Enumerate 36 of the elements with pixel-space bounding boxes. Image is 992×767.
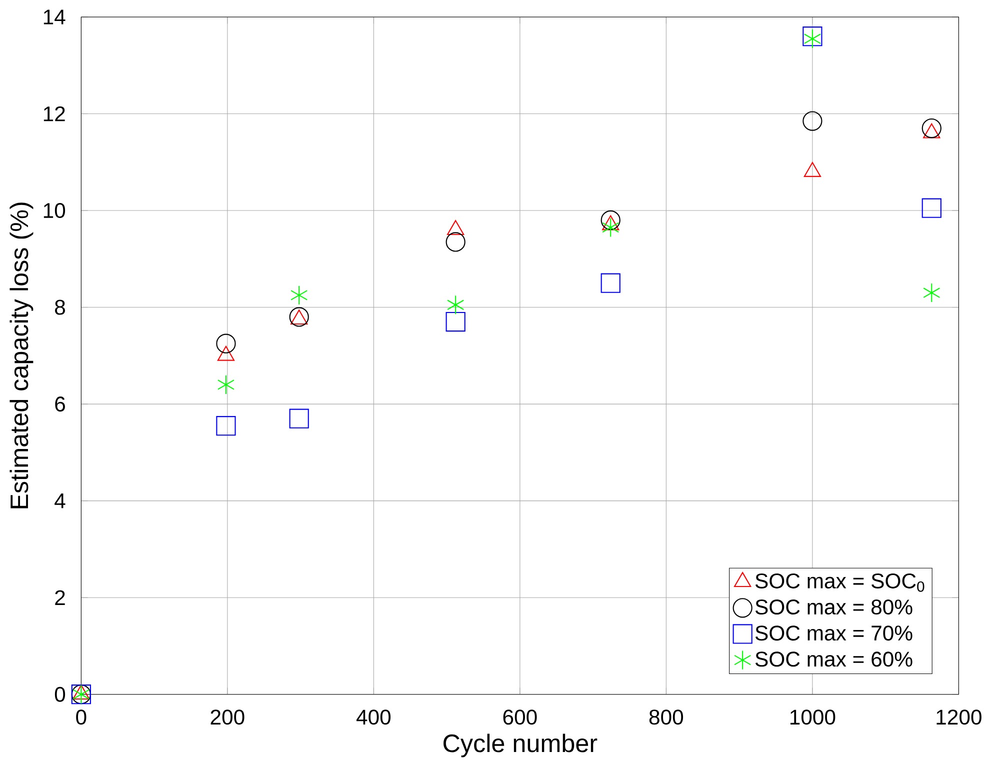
- point: [290, 285, 308, 306]
- y-tick-label: 4: [54, 494, 66, 508]
- y-tick-label: 6: [55, 396, 65, 412]
- point: [602, 218, 620, 238]
- legend-label: SOC max = 70%: [755, 626, 912, 641]
- point: [446, 312, 466, 332]
- legend-label: SOC max = 80%: [755, 600, 912, 615]
- point: [216, 416, 236, 436]
- point: [447, 295, 464, 315]
- x-tick-label: 200: [210, 710, 244, 725]
- point: [216, 334, 236, 354]
- x-tick-label: 1000: [790, 710, 836, 725]
- y-tick-label: 2: [55, 590, 65, 606]
- x-tick-label: 600: [503, 710, 537, 725]
- point: [446, 232, 466, 252]
- x-tick-label: 800: [649, 710, 684, 725]
- y-tick-label: 10: [44, 203, 66, 218]
- point: [922, 118, 942, 138]
- point: [923, 282, 940, 303]
- point: [217, 374, 235, 395]
- y-tick-label: 14: [44, 10, 66, 24]
- legend-label: SOC max = 60%: [755, 652, 912, 667]
- y-tick-label: 8: [55, 300, 65, 315]
- point: [600, 210, 620, 230]
- x-tick-label: 1200: [936, 710, 982, 725]
- y-tick-label: 12: [44, 106, 65, 122]
- point: [922, 198, 942, 218]
- point: [600, 273, 620, 293]
- y-axis-title: Estimated capacity loss (%): [10, 202, 34, 508]
- point: [289, 408, 309, 428]
- x-axis-title: Cycle number: [444, 734, 598, 758]
- y-tick-label: 0: [54, 686, 66, 702]
- x-tick-label: 400: [356, 710, 391, 725]
- x-tick-label: 0: [76, 710, 86, 725]
- legend-label: SOC max = SOC$_{0}$: [755, 573, 924, 592]
- point: [802, 111, 822, 131]
